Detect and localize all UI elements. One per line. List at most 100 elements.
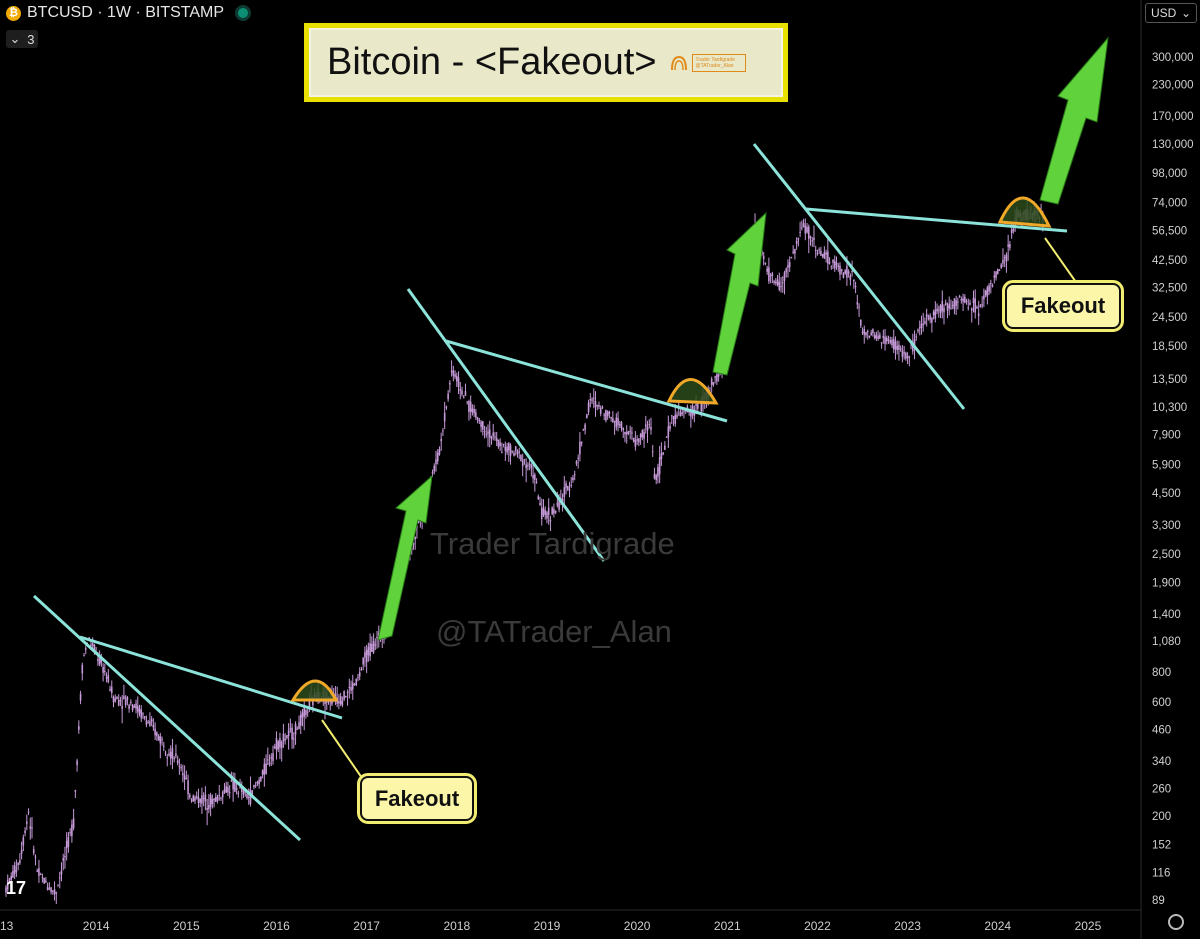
gear-icon[interactable]: [1168, 914, 1184, 930]
candle-body: [853, 279, 855, 282]
candle-body: [67, 836, 70, 847]
y-tick-label: 130,000: [1152, 139, 1194, 151]
trendline: [79, 635, 343, 720]
candle-body: [896, 345, 898, 350]
candle-body: [814, 249, 817, 252]
candle-body: [762, 256, 765, 260]
candle-body: [284, 738, 286, 741]
x-tick-label: 2023: [894, 919, 921, 933]
candle-body: [185, 778, 188, 780]
candle-body: [235, 787, 238, 790]
candle-body: [683, 411, 685, 413]
trendline: [445, 339, 728, 423]
candle-body: [920, 323, 923, 329]
candle-body: [58, 877, 61, 879]
candle-body: [915, 336, 918, 338]
candle-body: [629, 430, 631, 432]
candle-body: [6, 879, 9, 890]
candle-body: [138, 708, 141, 714]
candle-body: [128, 705, 130, 709]
candle-body: [282, 733, 285, 742]
candle-body: [525, 464, 527, 469]
candle-body: [974, 298, 977, 313]
candle-body: [157, 736, 160, 741]
candle-body: [5, 887, 7, 893]
candle-body: [577, 457, 579, 459]
candle-body: [653, 473, 656, 479]
candle-body: [227, 787, 229, 793]
candle-body: [345, 696, 347, 698]
candle-body: [81, 664, 84, 674]
candle-body: [1009, 244, 1011, 248]
candle-body: [50, 887, 52, 893]
candle-body: [631, 432, 633, 434]
candle-body: [338, 701, 340, 704]
candle-body: [780, 286, 782, 288]
candle-body: [669, 425, 671, 429]
candle-body: [776, 279, 779, 285]
candle-body: [670, 415, 673, 417]
candle-body: [514, 446, 517, 451]
candle-body: [360, 669, 363, 671]
candle-body: [859, 319, 862, 326]
candle-body: [188, 795, 191, 798]
candle-body: [182, 773, 184, 776]
candle-body: [57, 885, 59, 887]
candle-body: [220, 797, 222, 799]
candle-body: [717, 372, 720, 377]
x-tick-label: 2021: [714, 919, 741, 933]
candle-body: [549, 519, 552, 522]
indicator-collapse-button[interactable]: ⌄ 3: [6, 30, 38, 48]
candle-body: [828, 262, 831, 264]
candle-body: [766, 268, 768, 272]
currency-select[interactable]: USD ⌄: [1145, 3, 1197, 23]
candle-body: [943, 307, 945, 313]
chart-title: Bitcoin - <Fakeout>: [327, 41, 657, 83]
fakeout-hump: [666, 378, 719, 405]
candle-body: [1005, 254, 1008, 262]
x-tick-label: 2018: [443, 919, 470, 933]
candle-body: [681, 412, 683, 415]
x-tick-label: 2015: [173, 919, 200, 933]
symbol-label[interactable]: BTCUSD · 1W · BITSTAMP: [27, 4, 225, 21]
candle-body: [697, 403, 699, 409]
candle-body: [242, 790, 245, 795]
candle-body: [261, 770, 264, 775]
tradingview-logo[interactable]: 17: [6, 878, 27, 898]
candle-body: [143, 716, 146, 719]
candle-body: [589, 399, 592, 401]
candle-body: [142, 713, 144, 715]
candle-body: [190, 799, 193, 801]
candle-body: [84, 648, 87, 650]
symbol-header[interactable]: ₿ BTCUSD · 1W · BITSTAMP: [6, 4, 249, 22]
candle-body: [20, 849, 23, 854]
candle-body: [511, 450, 514, 452]
candle-body: [941, 300, 944, 312]
candle-body: [806, 226, 808, 233]
candle-body: [807, 226, 810, 239]
candle-body: [303, 707, 306, 717]
candle-body: [450, 370, 453, 373]
candle-body: [447, 393, 449, 400]
candle-body: [180, 767, 182, 769]
candle-body: [544, 510, 547, 515]
candle-body: [483, 431, 486, 433]
candle-body: [990, 283, 992, 285]
candle-body: [100, 657, 103, 663]
price-axis[interactable]: [1141, 0, 1200, 939]
candle-body: [469, 401, 472, 412]
y-tick-label: 1,900: [1152, 577, 1181, 589]
candle-body: [587, 402, 590, 413]
candle-body: [870, 332, 872, 336]
candle-body: [924, 321, 926, 324]
candle-body: [794, 249, 796, 254]
candle-body: [764, 262, 767, 264]
currency-label: USD: [1151, 6, 1177, 20]
chevron-down-icon: ⌄: [9, 31, 21, 46]
candle-body: [79, 693, 82, 701]
candle-body: [561, 498, 564, 502]
candle-body: [962, 298, 964, 302]
candle-body: [651, 451, 654, 453]
candle-body: [586, 414, 588, 418]
